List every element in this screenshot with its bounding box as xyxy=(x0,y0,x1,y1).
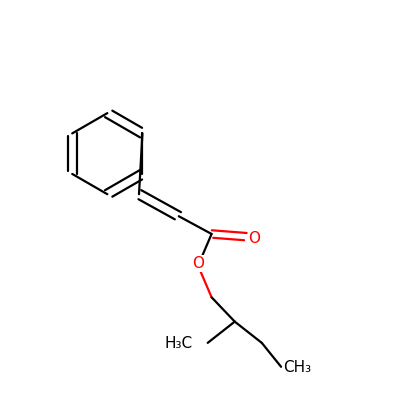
Text: CH₃: CH₃ xyxy=(283,360,311,376)
Text: H₃C: H₃C xyxy=(164,336,192,351)
Text: O: O xyxy=(192,256,204,271)
Text: O: O xyxy=(248,231,260,246)
